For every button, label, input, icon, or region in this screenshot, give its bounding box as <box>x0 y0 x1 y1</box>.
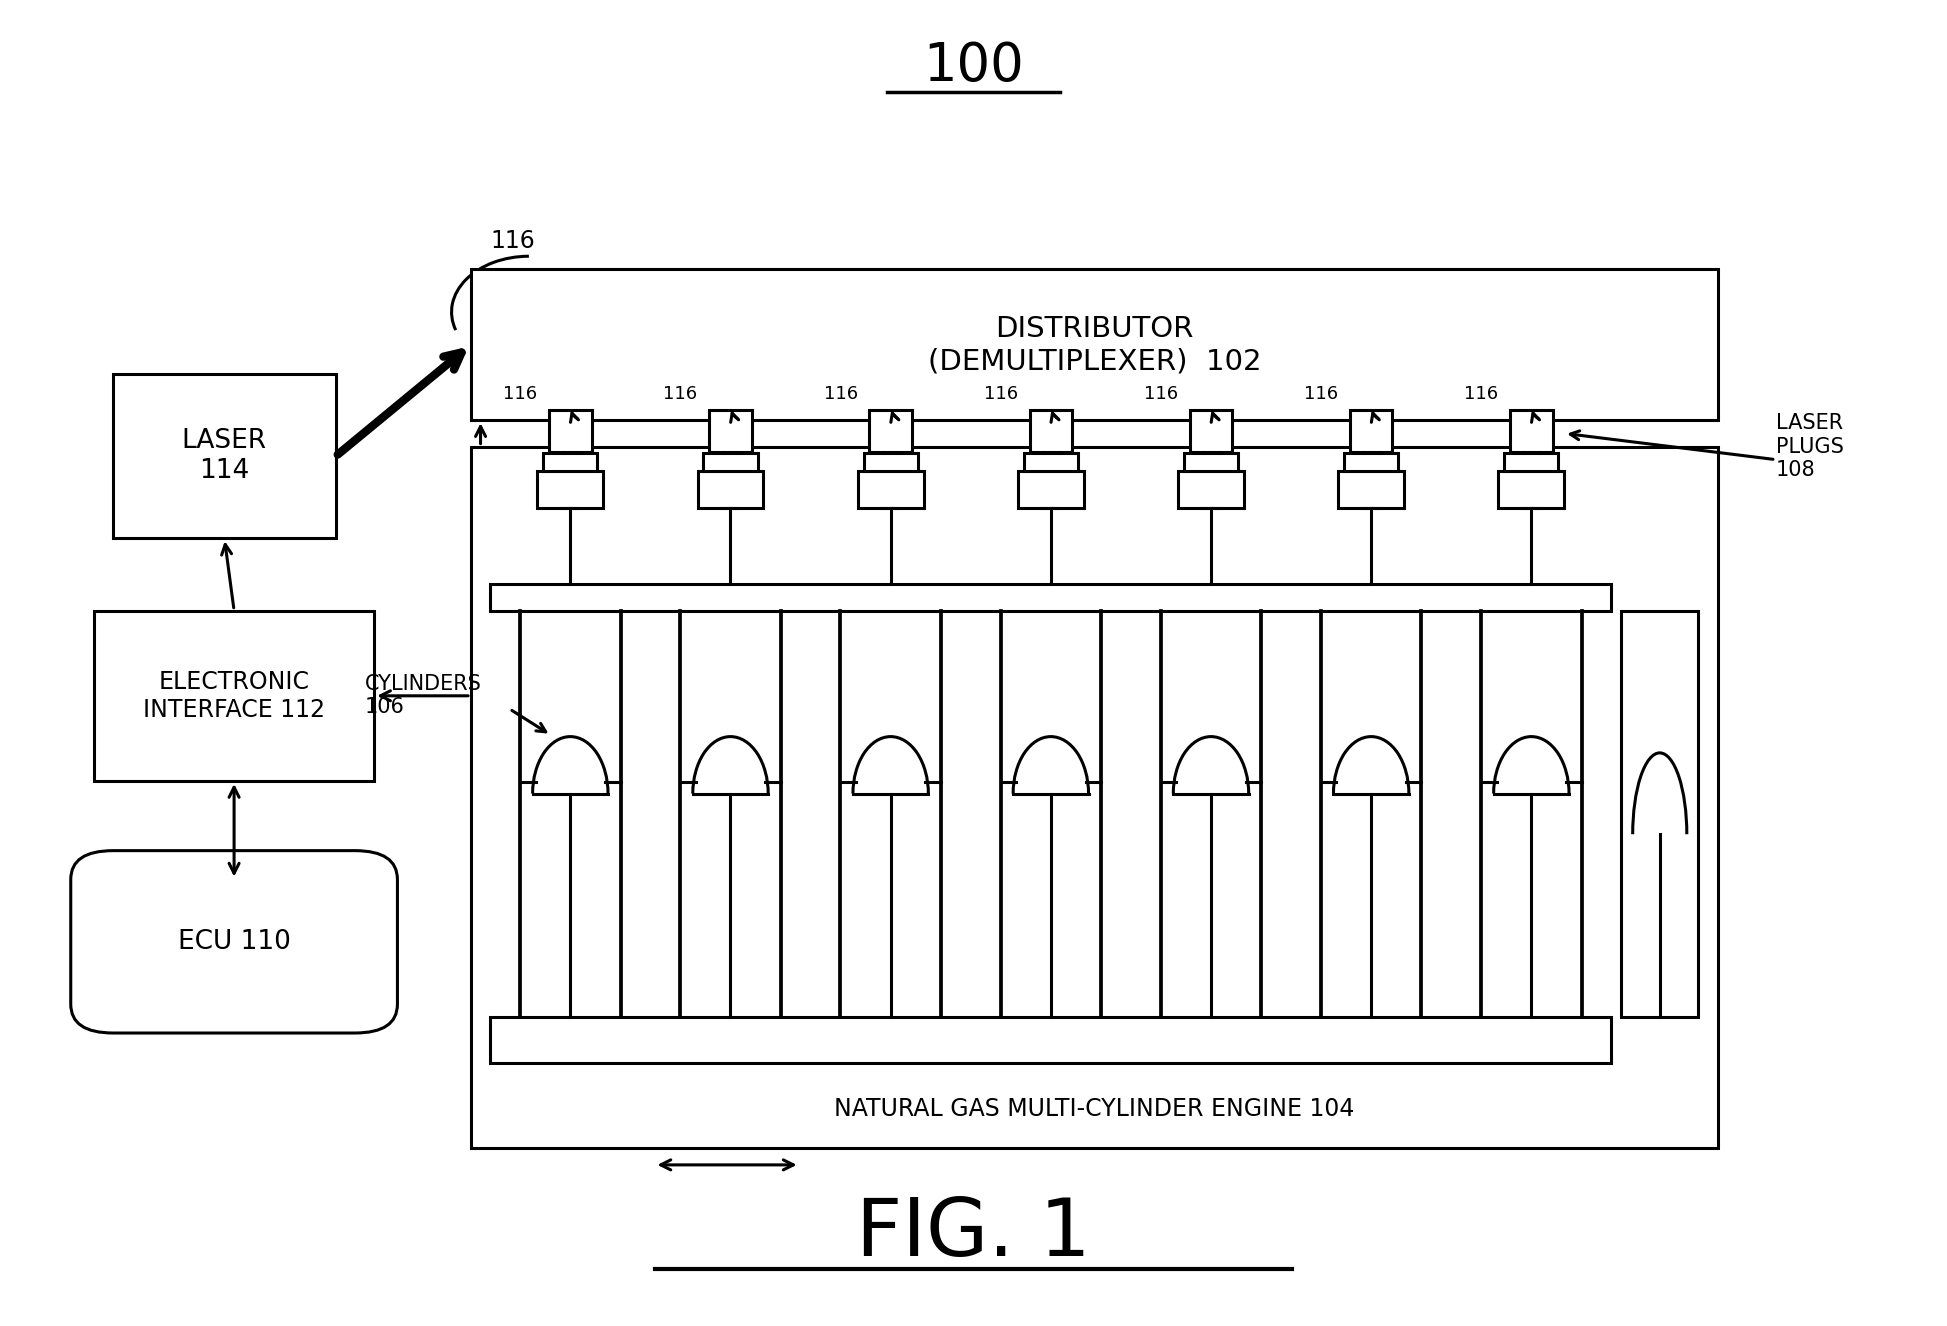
Text: 116: 116 <box>491 229 535 253</box>
Bar <box>1178 472 1244 508</box>
Bar <box>1030 410 1073 452</box>
Bar <box>1505 453 1558 472</box>
Bar <box>1338 472 1404 508</box>
Bar <box>1499 472 1563 508</box>
Bar <box>491 585 1612 610</box>
Bar <box>1190 410 1232 452</box>
Text: 116: 116 <box>664 385 697 403</box>
Text: 116: 116 <box>1145 385 1178 403</box>
Text: 116: 116 <box>1464 385 1499 403</box>
Bar <box>864 453 917 472</box>
Bar <box>1511 410 1552 452</box>
Bar <box>113 374 335 538</box>
Text: CYLINDERS
106: CYLINDERS 106 <box>364 674 481 717</box>
Text: DISTRIBUTOR
(DEMULTIPLEXER)  102: DISTRIBUTOR (DEMULTIPLEXER) 102 <box>927 314 1262 375</box>
Bar <box>471 269 1717 420</box>
Bar <box>859 472 923 508</box>
Text: 116: 116 <box>824 385 859 403</box>
Text: 116: 116 <box>1304 385 1338 403</box>
Text: FIG. 1: FIG. 1 <box>857 1195 1090 1273</box>
Bar <box>1343 453 1398 472</box>
Bar <box>1622 610 1698 1017</box>
Text: ECU 110: ECU 110 <box>177 928 290 955</box>
Text: 116: 116 <box>504 385 537 403</box>
Text: ELECTRONIC
INTERFACE 112: ELECTRONIC INTERFACE 112 <box>142 670 325 721</box>
Bar <box>93 610 374 781</box>
Bar <box>709 410 752 452</box>
Bar <box>543 453 598 472</box>
FancyBboxPatch shape <box>70 851 397 1033</box>
Bar <box>471 447 1717 1148</box>
Bar <box>870 410 911 452</box>
Bar <box>491 1017 1612 1063</box>
Text: LASER
114: LASER 114 <box>181 428 267 484</box>
Bar <box>1018 472 1084 508</box>
Text: 100: 100 <box>923 40 1024 91</box>
Bar <box>1024 453 1079 472</box>
Bar <box>703 453 757 472</box>
Bar <box>549 410 592 452</box>
Text: LASER
PLUGS
108: LASER PLUGS 108 <box>1776 414 1844 480</box>
Text: 116: 116 <box>983 385 1018 403</box>
Text: NATURAL GAS MULTI-CYLINDER ENGINE 104: NATURAL GAS MULTI-CYLINDER ENGINE 104 <box>833 1097 1355 1120</box>
Bar <box>537 472 604 508</box>
Bar <box>697 472 763 508</box>
Bar <box>1184 453 1238 472</box>
Bar <box>1349 410 1392 452</box>
